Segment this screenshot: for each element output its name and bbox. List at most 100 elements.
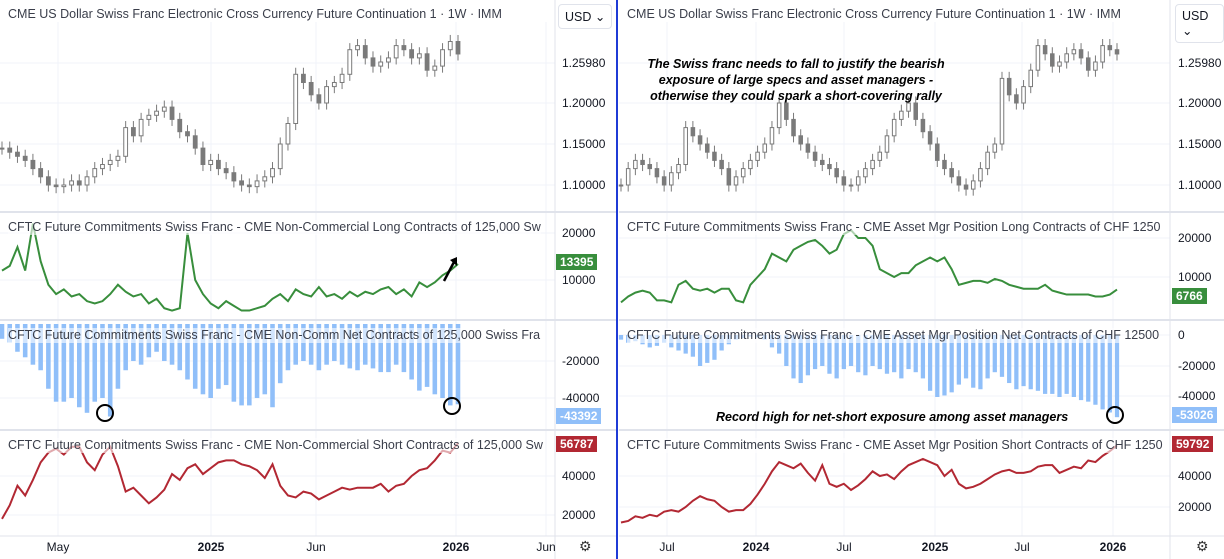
net-bar [1021,335,1026,387]
candle [185,131,190,137]
candle [30,159,36,170]
candle [409,49,415,59]
candle [726,168,732,186]
candle [378,61,384,67]
net-bar [899,335,904,379]
net-bar [884,335,890,374]
candle [370,57,376,67]
last-value-label: 6766 [1172,288,1207,304]
candle [440,49,445,67]
pane-title: CME US Dollar Swiss Franc Electronic Cro… [8,7,502,22]
net-bar [1078,335,1084,401]
net-bar [185,324,190,380]
settings-gear-icon[interactable]: ⚙ [579,538,592,554]
candle [776,102,782,129]
net-bar [231,324,237,402]
currency-button-right[interactable]: USD ⌄ [1175,4,1224,43]
candle [1042,45,1048,55]
net-bar [963,335,969,379]
candle [76,180,82,186]
candle [355,45,360,51]
chevron-down-icon: ⌄ [594,10,606,24]
candle [1021,86,1026,104]
annotation-net-note: Record high for net-short exposure among… [716,410,1069,424]
currency-label: USD [1182,9,1209,23]
net-bar [339,324,345,365]
net-bar [935,335,940,397]
net-bar [386,324,391,373]
candle [791,118,796,137]
net-bar [1071,335,1076,397]
axis-tick-label: 1.15000 [1178,137,1222,151]
candle [7,147,13,153]
candle [942,159,947,170]
net-bar [1114,335,1120,418]
candle [877,151,883,161]
time-tick-label: Jul [659,540,675,554]
candle [216,159,221,170]
net-bar [200,324,206,395]
candle [755,151,760,161]
candle [805,143,811,153]
candle [848,184,854,187]
short-series-line [1,442,459,520]
candle [169,106,175,120]
candle [992,143,998,153]
candle [978,168,983,182]
candle [53,184,59,188]
candle [1014,94,1019,104]
net-bar [316,324,322,371]
net-bar [683,335,688,354]
net-bar [378,324,383,373]
net-bar [0,324,5,339]
candle [100,164,105,170]
candle [661,176,667,186]
candle [1107,45,1113,51]
candle [115,155,121,161]
last-value-label: 13395 [556,254,598,270]
candle [84,176,90,186]
net-bar [1086,335,1091,402]
net-bar [455,324,461,405]
candle [906,102,911,112]
candle [301,73,306,84]
candle [1035,45,1041,71]
candle [239,180,244,186]
circle-annotation-icon [443,397,461,415]
net-bar [409,324,414,380]
candle [820,159,825,165]
candle [712,151,717,161]
candle [1085,57,1091,71]
annotation-price-note: The Swiss franc needs to fall to justify… [647,57,945,103]
last-value-label: -53026 [1172,407,1218,423]
candle [386,57,391,63]
candle [834,168,839,178]
candle [432,65,438,71]
currency-button-left[interactable]: USD ⌄ [558,4,613,29]
candle [339,73,345,84]
settings-gear-icon[interactable]: ⚙ [1196,538,1209,554]
candle [45,176,51,186]
net-bar [254,324,260,398]
axis-tick-label: -40000 [562,391,600,405]
candle [769,127,775,145]
net-bar [417,324,422,391]
net-bar [138,324,144,365]
candle [812,151,818,161]
net-bar [393,324,399,365]
net-bar [308,324,314,365]
candle [123,127,129,157]
candle [1078,49,1084,59]
time-tick-label: Jul [836,540,852,554]
arrow-head-icon [450,257,457,266]
candle [22,155,28,161]
candle [913,102,918,120]
candle [1100,45,1105,63]
chart-divider [616,0,618,559]
net-bar [877,335,882,370]
candle [1064,53,1069,63]
last-value-label: 56787 [556,436,598,452]
candle [798,135,803,145]
net-bar [848,335,854,366]
